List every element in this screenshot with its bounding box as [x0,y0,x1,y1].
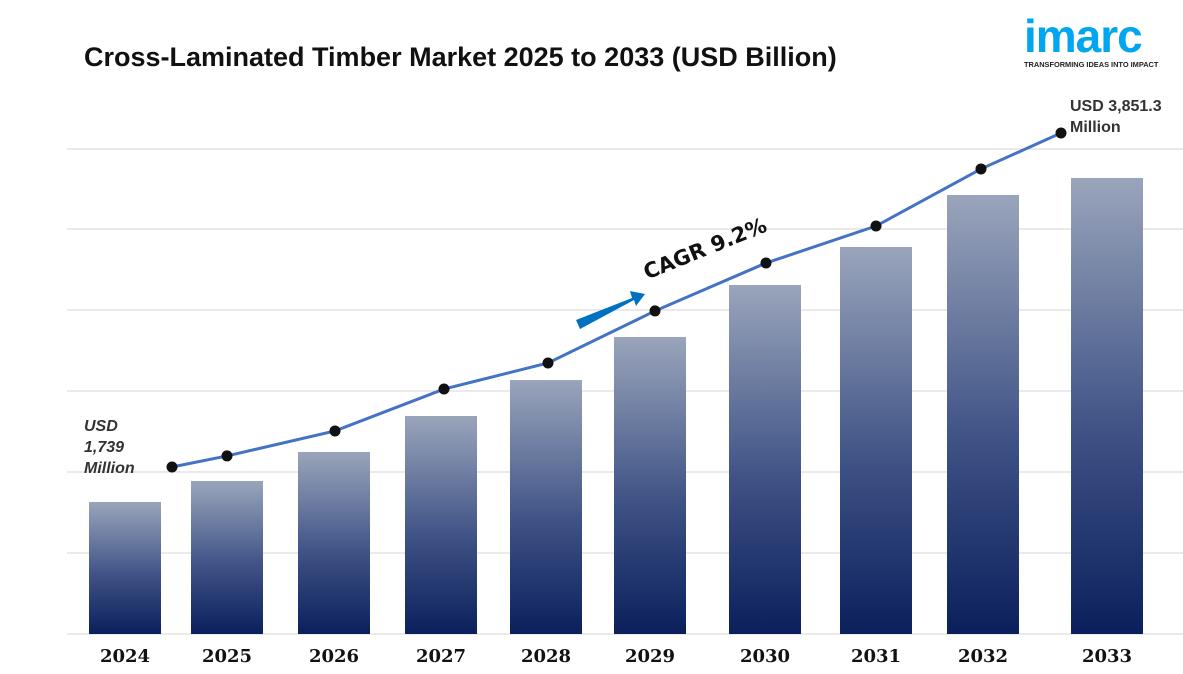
line-point [975,163,987,175]
bar [614,336,686,634]
bar [1071,177,1143,634]
x-tick-label: 2031 [851,646,901,667]
imarc-logo: imarc TRANSFORMING IDEAS INTO IMPACT [1024,12,1174,69]
x-tick-label: 2027 [416,646,466,667]
line-point [760,257,772,269]
logo-tagline: TRANSFORMING IDEAS INTO IMPACT [1024,60,1159,69]
line-point [1055,127,1067,139]
line-point [542,357,554,369]
x-tick-label: 2029 [625,646,675,667]
line-point [221,450,233,462]
bar [729,284,801,634]
line-point [166,461,178,473]
x-tick-label: 2025 [202,646,252,667]
x-tick-label: 2028 [521,646,571,667]
bar [510,380,582,634]
end-annotation-line: Million [1070,119,1121,136]
line-point [438,383,450,395]
bar [191,480,263,634]
x-tick-label: 2032 [958,646,1008,667]
start-annotation-line: 1,739 [84,439,125,456]
end-annotation-line: USD 3,851.3 [1070,98,1162,115]
bar [840,246,912,634]
end-annotation: USD 3,851.3 Million [1070,96,1162,138]
x-tick-label: 2024 [100,646,150,667]
trend-line [171,131,1062,469]
bar [947,194,1019,634]
start-annotation-line: USD [84,418,118,435]
x-tick-label: 2033 [1082,646,1132,667]
line-point [329,425,341,437]
line-point [649,305,661,317]
bar [405,415,477,634]
chart-title: Cross-Laminated Timber Market 2025 to 20… [84,42,837,72]
start-annotation-line: Million [84,460,135,477]
x-tick-label: 2030 [740,646,790,667]
bar [89,502,161,634]
logo-word: imarc [1024,10,1143,62]
bar [298,451,370,634]
cagr-arrow-icon [576,291,645,329]
line-point [870,220,882,232]
x-tick-label: 2026 [309,646,359,667]
start-annotation: USD 1,739 Million [84,416,135,479]
